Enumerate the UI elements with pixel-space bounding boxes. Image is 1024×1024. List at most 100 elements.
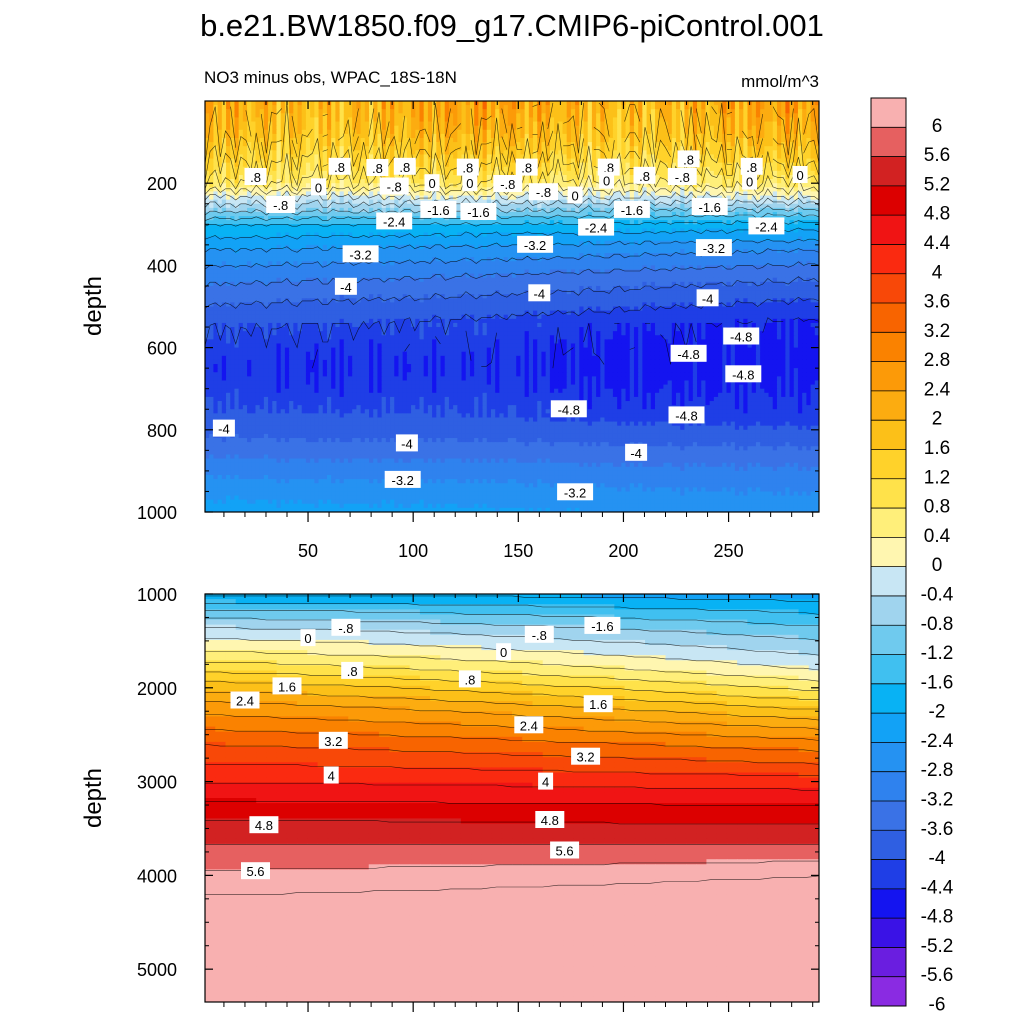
colorbar-label: -4.4 [921, 877, 954, 898]
contour-label: -.8 [493, 175, 523, 192]
contour-label-text: -4 [218, 422, 230, 437]
contour-label: 0 [599, 171, 615, 189]
x-tick-label: 250 [714, 541, 744, 561]
contour-label: -4.8 [725, 365, 762, 383]
contour-label: .8 [341, 661, 364, 679]
contour-label: .8 [328, 157, 351, 175]
contour-label: -2.4 [376, 212, 413, 230]
colorbar-label: -3.6 [921, 819, 954, 840]
contour-label-text: 0 [428, 176, 435, 191]
contour-label-box [599, 171, 615, 189]
x-tick-label: 100 [398, 541, 428, 561]
contour-label-text: 3.2 [324, 734, 342, 749]
contour-label-box [424, 174, 440, 192]
colorbar-label: 4.8 [924, 204, 950, 225]
bottom-contour-fill [205, 594, 819, 1002]
colorbar-swatch [871, 595, 906, 626]
contour-label: .8 [458, 670, 481, 688]
colorbar-label: -2.8 [921, 760, 954, 781]
colorbar-swatch [871, 625, 906, 655]
contour-label: -1.6 [691, 198, 728, 215]
contour-label: .8 [366, 159, 389, 176]
contour-label: .8 [740, 157, 763, 175]
contour-label-box [696, 289, 719, 307]
contour-label-box [456, 158, 479, 176]
contour-label-text: -.8 [536, 185, 551, 200]
contour-label-text: -3.2 [391, 473, 413, 488]
contour-label-box [341, 661, 364, 679]
colorbar-swatch [871, 888, 906, 919]
contour-label-box [792, 166, 808, 183]
colorbar-label: -3.2 [921, 790, 954, 811]
contour-label-box [230, 691, 260, 709]
contour-label: 1.6 [583, 695, 613, 713]
contour-label-box [667, 168, 697, 185]
colorbar-swatch [871, 215, 906, 245]
contour-label-text: -3.2 [349, 247, 371, 262]
contour-label-text: 0 [603, 174, 610, 189]
bottom-axes: 1000 2000 3000 4000 5000 [137, 585, 819, 1012]
contour-label-box [300, 629, 316, 647]
contour-label-box [578, 218, 615, 236]
y-tick-label: 400 [147, 256, 177, 276]
colorbar-swatch [871, 420, 906, 450]
x-tick-label: 50 [298, 541, 318, 561]
contour-label-text: -2.4 [383, 214, 405, 229]
colorbar-swatch [871, 478, 906, 509]
contour-label: .8 [633, 166, 656, 184]
contour-label: 0 [567, 186, 583, 204]
y-tick-label: 1000 [137, 585, 177, 605]
contour-label-box [633, 166, 656, 184]
figure-title: b.e21.BW1850.f09_g17.CMIP6-piControl.001 [200, 8, 824, 43]
contour-label-box [742, 172, 758, 190]
contour-label: 4 [323, 766, 339, 784]
contour-label-text: 5.6 [246, 864, 264, 879]
contour-label-box [334, 277, 357, 295]
colorbar-frame [870, 97, 907, 1007]
contour-label-text: -4 [534, 286, 546, 301]
contour-label-box [393, 157, 416, 175]
colorbar-label: 3.2 [924, 321, 950, 342]
top-axes: 200 400 600 800 1000 50 100 150 200 250 [137, 101, 819, 561]
contour-label: -2.4 [748, 217, 785, 235]
contour-label-box [244, 168, 267, 185]
contour-label-box [748, 217, 785, 235]
contour-label-box [597, 158, 620, 176]
contour-label-text: .8 [399, 160, 410, 175]
contour-label-box [571, 747, 601, 765]
colorbar-label: -4.8 [921, 907, 954, 928]
colorbar-label: 2 [932, 409, 943, 430]
colorbar-label: -1.2 [921, 643, 954, 664]
contour-label-box [557, 483, 594, 501]
contour-label-text: -4 [702, 291, 714, 306]
colorbar-swatch [871, 683, 906, 714]
contour-label: -4 [334, 277, 357, 295]
contour-label-text: .8 [683, 152, 694, 167]
colorbar-swatch [871, 771, 906, 802]
colorbar-swatch [871, 742, 906, 773]
colorbar-label: -4 [929, 848, 946, 869]
contour-label-text: 0 [571, 189, 578, 204]
colorbar-swatch [871, 508, 906, 538]
contour-label: -1.6 [420, 200, 457, 218]
contour-label: 0 [311, 178, 326, 196]
y-tick-label: 2000 [137, 679, 177, 699]
contour-label-box [249, 816, 279, 834]
colorbar-swatch [871, 566, 906, 597]
contour-label-text: -.8 [532, 628, 547, 643]
colorbar-label: -5.2 [921, 936, 954, 957]
contour-label-text: -3.2 [703, 241, 725, 256]
contour-label: 2.4 [514, 716, 544, 734]
contour-label: .8 [393, 157, 416, 175]
contour-label-text: 5.6 [556, 844, 574, 859]
colorbar-swatch [871, 537, 906, 568]
colorbar-label: -0.4 [921, 585, 954, 606]
contour-label-text: -.8 [500, 177, 515, 192]
contour-label: 0 [462, 174, 478, 192]
contour-label-text: 0 [315, 180, 322, 195]
contour-label-box [311, 178, 326, 196]
contour-label: -4 [696, 289, 719, 307]
contour-label-text: -4 [401, 436, 413, 451]
contour-label: -.8 [379, 177, 409, 195]
